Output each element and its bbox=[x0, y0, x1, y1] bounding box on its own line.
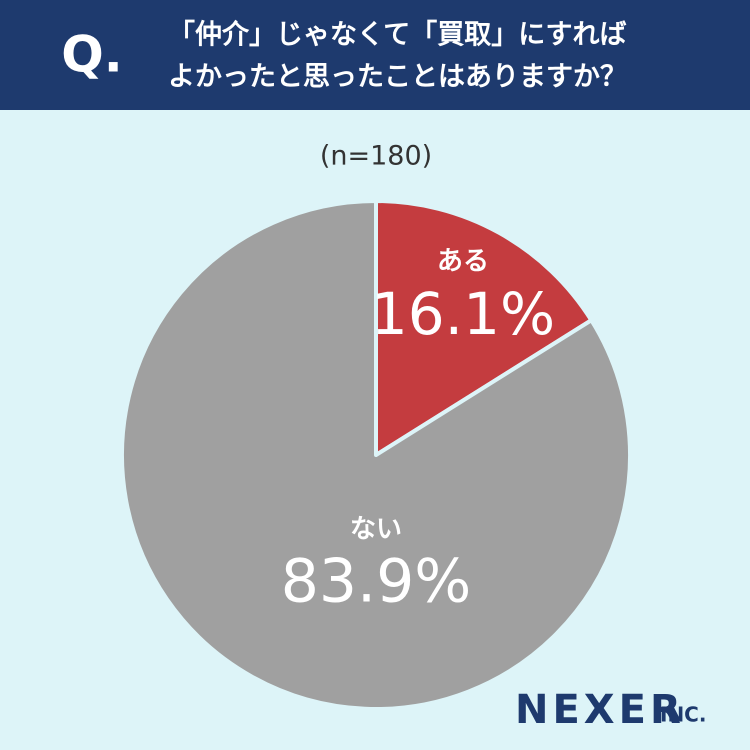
subtitle: (n=180) bbox=[320, 141, 432, 172]
slice-category: ない bbox=[350, 515, 402, 545]
logo-suffix: INC. bbox=[660, 703, 706, 727]
pie-slice bbox=[120, 199, 632, 711]
header bbox=[0, 0, 750, 110]
pie bbox=[120, 199, 632, 711]
title-line: 「仲介」じゃなくて「買取」にすれば bbox=[168, 19, 626, 51]
question-mark: Q. bbox=[61, 26, 123, 84]
pie-slice bbox=[374, 199, 594, 457]
logo-name: NEXER bbox=[515, 687, 685, 733]
slice-value-label: 16.1% bbox=[371, 280, 555, 348]
slice-category: ある bbox=[437, 247, 489, 277]
slice-value-label: 83.9% bbox=[281, 547, 472, 617]
title-line: よかったと思ったことはありますか？ bbox=[168, 62, 627, 93]
